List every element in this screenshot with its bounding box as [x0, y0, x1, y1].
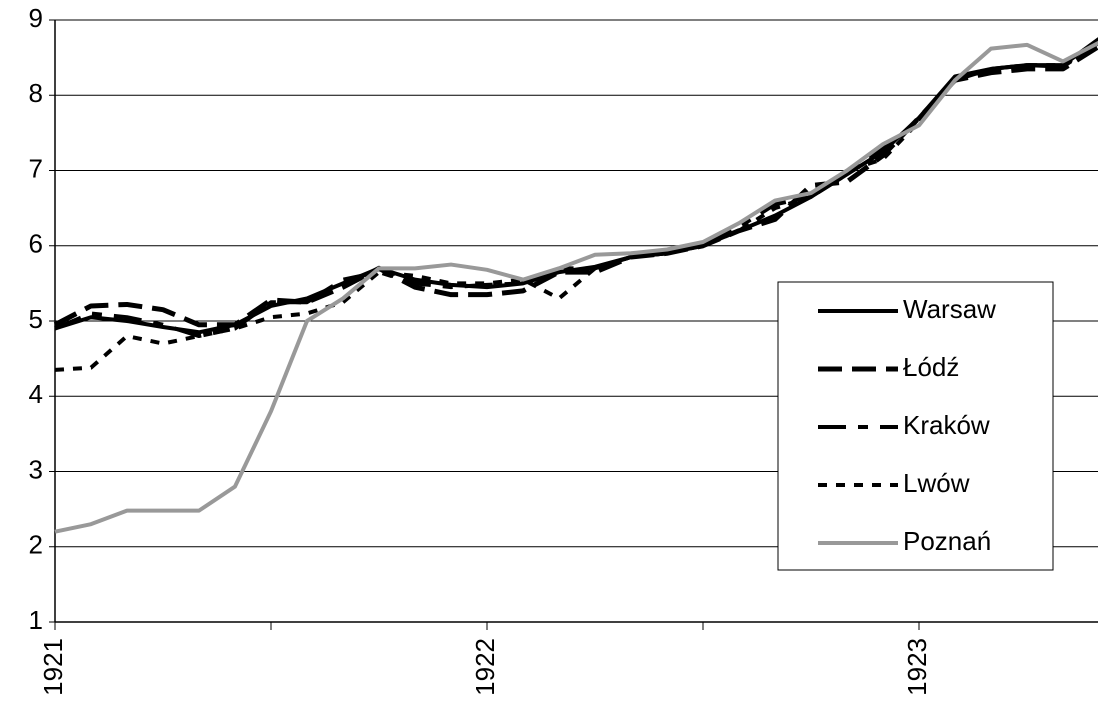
- legend-label: Lwów: [903, 468, 970, 498]
- legend-label: Kraków: [903, 410, 990, 440]
- y-tick-label: 2: [29, 530, 43, 560]
- legend-label: Łódź: [903, 352, 959, 382]
- x-tick-label: 1923: [902, 638, 932, 696]
- series-line: [54, 40, 1098, 534]
- y-tick-label: 6: [29, 229, 43, 259]
- y-tick-label: 4: [29, 379, 43, 409]
- y-tick-label: 3: [29, 454, 43, 484]
- y-tick-label: 5: [29, 304, 43, 334]
- y-tick-label: 9: [29, 3, 43, 33]
- y-tick-label: 7: [29, 153, 43, 183]
- x-tick-label: 1921: [38, 638, 68, 696]
- legend: Warsaw Łódź Kraków Lwów Poznań: [777, 281, 1054, 571]
- series-line: [53, 44, 1098, 328]
- legend-label: Poznań: [903, 526, 991, 556]
- legend-label: Warsaw: [903, 294, 996, 324]
- y-tick-label: 1: [29, 605, 43, 635]
- x-tick-label: 1922: [470, 638, 500, 696]
- y-tick-label: 8: [29, 78, 43, 108]
